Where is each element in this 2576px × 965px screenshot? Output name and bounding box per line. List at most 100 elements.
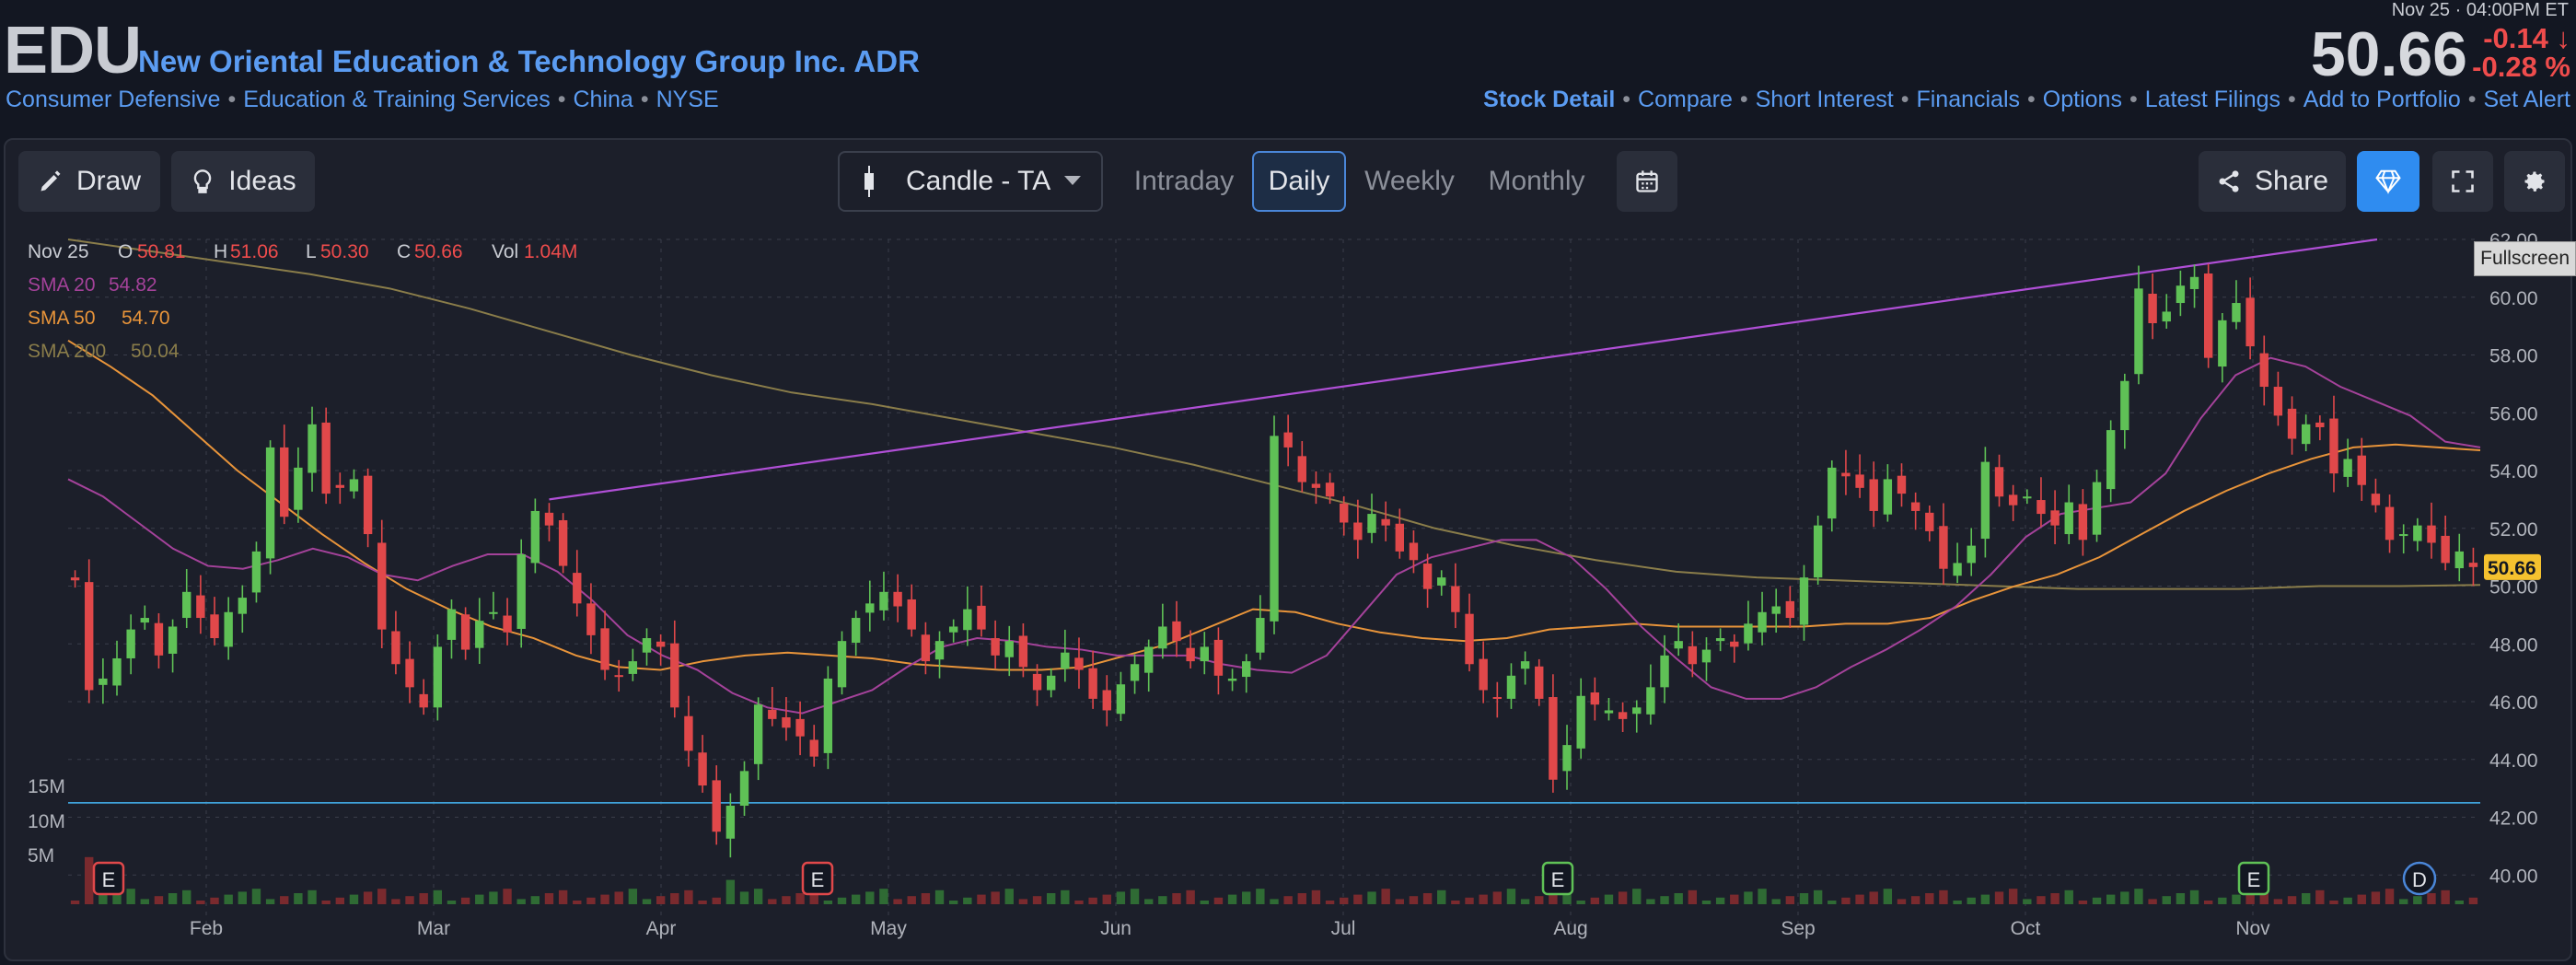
volume-bar [586,897,596,904]
sector-link[interactable]: Consumer Defensive [6,87,221,112]
y-tick-label: 54.00 [2489,461,2538,482]
breadcrumb: Consumer Defensive • Education & Training … [6,87,719,112]
candle-body [1465,613,1474,665]
candle-body [447,609,457,640]
candle-body [2176,285,2186,304]
lightbulb-icon [194,169,212,193]
candle-body [2371,494,2381,506]
link-compare[interactable]: Compare [1638,87,1733,112]
chart-legend: Nov 25 O 50.81 H 51.06 L 50.30 C 50.66 V… [28,241,577,362]
price-chart[interactable]: 62.0060.0058.0056.0054.0052.0050.0048.00… [4,225,2572,952]
candle-body [2050,510,2060,526]
volume-bar [1994,891,2004,904]
exchange-link[interactable]: NYSE [656,87,719,112]
candle-body [1102,690,1111,711]
volume-bar [280,896,289,904]
candle-body [656,641,666,647]
candle-body [2315,422,2325,427]
candle-body [1186,647,1195,662]
draw-button[interactable]: Draw [18,151,160,212]
chart-type-select[interactable]: Candle - TA [838,151,1103,212]
link-stock-detail[interactable]: Stock Detail [1483,87,1616,112]
quote-timestamp: Nov 25 · 04:00PM ET [2391,0,2569,20]
volume-bar [1715,897,1725,904]
volume-bar [2232,894,2241,904]
candle-body [948,626,958,633]
share-button[interactable]: Share [2199,151,2346,212]
volume-bar [1660,896,1669,904]
tab-monthly[interactable]: Monthly [1488,166,1585,196]
ideas-button[interactable]: Ideas [171,151,315,212]
candle-body [1855,474,1864,488]
candle-body [2134,288,2143,375]
candle-body [1004,641,1014,657]
volume-bar [768,899,777,904]
candle-body [405,658,414,688]
volume-bar [1758,889,1767,904]
candle-body [1395,523,1404,552]
link-options[interactable]: Options [2042,87,2122,112]
candle-body [224,611,233,647]
candle-body [1144,646,1154,673]
volume-bar [977,894,986,904]
candle-body [991,638,1000,656]
candle-body [768,709,777,719]
country-link[interactable]: China [573,87,633,112]
volume-bar [600,894,609,904]
candle-body [2413,525,2422,541]
volume-bar [349,894,359,904]
volume-bar [2329,901,2338,904]
volume-bars [70,856,2478,904]
candle-body [739,771,749,807]
volume-bar [948,901,958,904]
volume-bar [2371,891,2381,904]
candle-body [1562,745,1572,772]
candle-body [977,605,986,630]
candle-body [321,422,331,494]
candle-body [1910,502,1920,511]
candle-body [1492,697,1503,700]
volume-bar [725,879,736,904]
link-financials[interactable]: Financials [1916,87,2021,112]
candle-body [1381,518,1390,526]
tab-intraday[interactable]: Intraday [1133,166,1235,196]
volume-bar [1646,899,1655,904]
link-short-interest[interactable]: Short Interest [1755,87,1894,112]
date-range-button[interactable] [1617,151,1677,212]
link-latest-filings[interactable]: Latest Filings [2144,87,2281,112]
candle-body [2454,551,2464,569]
company-name-link[interactable]: New Oriental Education & Technology Grou… [138,44,920,78]
link-add-to-portfolio[interactable]: Add to Portfolio [2303,87,2461,112]
candle-body [1618,712,1628,719]
share-icon [2219,170,2239,192]
last-price-badge [2484,553,2541,580]
volume-bar [2050,893,2060,904]
legend-sma20-value: 54.82 [109,274,157,296]
candle-body [1688,645,1698,665]
candle-body [934,641,945,660]
settings-button[interactable] [2504,151,2565,212]
y-tick-label: 52.00 [2489,519,2538,541]
industry-link[interactable]: Education & Training Services [243,87,551,112]
link-set-alert[interactable]: Set Alert [2483,87,2571,112]
candle-body [1018,635,1028,668]
volume-bar [1980,894,1990,904]
candle-body [1422,564,1433,589]
tab-weekly[interactable]: Weekly [1364,166,1455,196]
trendline [549,238,2378,501]
premium-button[interactable] [2357,151,2419,212]
candle-body [251,551,261,593]
candle-body [530,510,540,564]
candle-body [1869,479,1878,511]
y-tick-label: 40.00 [2489,866,2538,887]
volume-bar [1492,891,1503,904]
volume-bar [837,897,847,904]
candle-body [1325,482,1335,497]
volume-bar [1158,896,1167,904]
fullscreen-button[interactable] [2432,151,2493,212]
volume-bar [112,891,122,904]
volume-bar [307,889,317,904]
tab-daily[interactable]: Daily [1252,151,1346,212]
volume-bar [2454,901,2464,904]
candle-body [1632,707,1642,715]
